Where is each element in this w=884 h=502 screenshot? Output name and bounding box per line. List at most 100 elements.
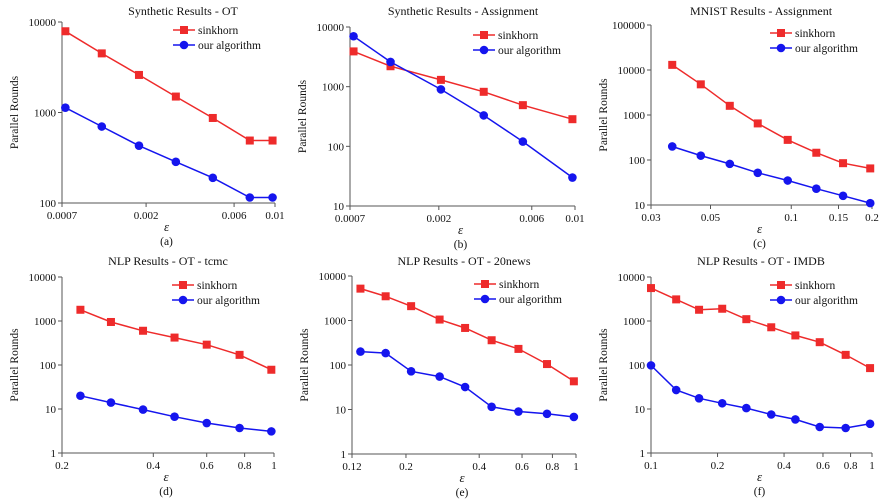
x-tick-label: 0.2 <box>399 461 413 473</box>
data-point-our-algorithm <box>568 173 577 182</box>
data-point-sinkhorn <box>76 305 85 314</box>
y-tick-label: 10 <box>634 200 646 212</box>
data-point-our-algorithm <box>569 412 579 422</box>
chart-panel-6: NLP Results - OT - IMDB 1 10 100 1000 10000 0.… <box>598 254 875 498</box>
data-point-our-algorithm <box>170 412 179 421</box>
y-tick-label: 100 <box>330 360 347 372</box>
data-point-sinkhorn <box>791 331 800 340</box>
y-tick-label: 1000 <box>623 316 646 328</box>
chart-panel-2: Synthetic Results - Assignment 10 100 1000 1… <box>297 4 585 251</box>
data-point-sinkhorn <box>753 119 762 128</box>
y-tick-label: 10000 <box>618 65 646 77</box>
x-axis-label: ε <box>757 221 763 236</box>
data-point-sinkhorn <box>767 323 776 332</box>
y-tick-label: 1000 <box>623 110 646 122</box>
data-point-sinkhorn <box>647 284 655 293</box>
legend-marker-our-algorithm <box>178 295 188 305</box>
x-tick-label: 0.4 <box>777 460 791 472</box>
x-tick-label: 0.6 <box>200 460 214 472</box>
y-axis-label: Parallel Rounds <box>299 328 311 402</box>
y-tick-label: 10000 <box>319 271 347 283</box>
data-point-sinkhorn <box>514 344 523 353</box>
y-axis-label: Parallel Rounds <box>9 328 21 402</box>
x-tick-label: 0.1 <box>644 460 658 472</box>
data-point-our-algorithm <box>138 405 148 414</box>
data-point-our-algorithm <box>202 418 212 428</box>
y-tick-label: 10000 <box>29 17 57 29</box>
x-tick-label: 1 <box>271 460 277 472</box>
x-tick-label: 0.6 <box>515 461 529 473</box>
x-tick-label: 0.0007 <box>335 213 366 225</box>
chart-panel-3: MNIST Results - Assignment 10 100 1000 10000… <box>598 4 879 250</box>
chart-panel-5: NLP Results - OT - 20news 1 10 100 1000 10000… <box>299 254 579 499</box>
y-tick-label: 10000 <box>29 272 57 284</box>
data-point-our-algorithm <box>667 142 677 151</box>
panel-label: (f) <box>754 486 766 498</box>
data-point-our-algorithm <box>436 85 446 94</box>
panel-label: (a) <box>160 236 173 248</box>
data-point-sinkhorn <box>381 292 390 301</box>
x-tick-label: 0.8 <box>844 460 858 472</box>
data-point-sinkhorn <box>407 302 416 311</box>
series-line-sinkhorn <box>353 50 573 120</box>
x-tick-label: 0.01 <box>265 210 284 222</box>
legend-label-sinkhorn: sinkhorn <box>498 30 539 42</box>
x-tick-label: 1 <box>869 460 875 472</box>
y-tick-label: 100 <box>40 360 57 372</box>
y-tick-label: 100 <box>40 198 57 210</box>
y-axis-label: Parallel Rounds <box>598 328 610 402</box>
y-tick-label: 1 <box>51 448 57 460</box>
data-point-our-algorithm <box>386 57 395 67</box>
legend-marker-sinkhorn <box>777 29 785 37</box>
y-tick-label: 10 <box>45 404 57 416</box>
data-point-sinkhorn <box>725 101 734 110</box>
y-tick-label: 1000 <box>322 82 345 94</box>
y-tick-label: 10 <box>634 404 646 416</box>
data-point-sinkhorn <box>672 295 681 304</box>
x-tick-label: 0.1 <box>784 212 798 224</box>
data-point-our-algorithm <box>646 361 656 370</box>
data-point-our-algorithm <box>235 423 244 433</box>
y-tick-label: 100 <box>629 360 646 372</box>
y-tick-label: 1 <box>341 449 347 461</box>
panel-label: (d) <box>159 486 173 498</box>
data-point-sinkhorn <box>208 113 217 122</box>
data-point-our-algorithm <box>514 407 523 416</box>
y-tick-label: 1000 <box>34 108 57 120</box>
x-tick-label: 0.03 <box>641 212 661 224</box>
x-tick-label: 0.002 <box>134 210 159 222</box>
x-axis-label: ε <box>757 469 763 484</box>
legend-marker-sinkhorn <box>179 281 187 289</box>
legend-label-our-algorithm: our algorithm <box>795 43 858 55</box>
data-point-our-algorithm <box>812 184 821 194</box>
x-tick-label: 0.0007 <box>47 210 78 222</box>
x-tick-label: 0.2 <box>55 460 69 472</box>
data-point-sinkhorn <box>461 323 470 332</box>
chart-title: Synthetic Results - Assignment <box>388 4 539 18</box>
data-point-sinkhorn <box>134 70 143 79</box>
data-point-our-algorithm <box>815 422 825 432</box>
data-point-sinkhorn <box>487 336 496 345</box>
y-tick-label: 100 <box>629 155 646 167</box>
x-axis-label: ε <box>458 222 464 237</box>
data-point-sinkhorn <box>839 159 848 168</box>
data-point-our-algorithm <box>542 409 552 419</box>
data-point-our-algorithm <box>725 159 735 169</box>
x-tick-label: 0.15 <box>829 212 849 224</box>
series-line-sinkhorn <box>650 287 871 369</box>
data-point-sinkhorn <box>569 377 578 386</box>
data-point-our-algorithm <box>791 415 800 424</box>
y-axis-label: Parallel Rounds <box>9 75 21 149</box>
chart-title: NLP Results - OT - 20news <box>398 254 531 268</box>
data-point-our-algorithm <box>694 394 704 403</box>
data-point-our-algorithm <box>696 151 706 160</box>
legend-label-sinkhorn: sinkhorn <box>197 280 238 292</box>
series-line-our-algorithm <box>65 107 273 199</box>
data-point-sinkhorn <box>696 80 705 89</box>
legend-marker-our-algorithm <box>480 294 490 304</box>
data-point-our-algorithm <box>208 173 218 183</box>
data-point-our-algorithm <box>267 427 276 436</box>
legend-label-our-algorithm: our algorithm <box>197 295 260 307</box>
series-line-our-algorithm <box>671 145 871 204</box>
